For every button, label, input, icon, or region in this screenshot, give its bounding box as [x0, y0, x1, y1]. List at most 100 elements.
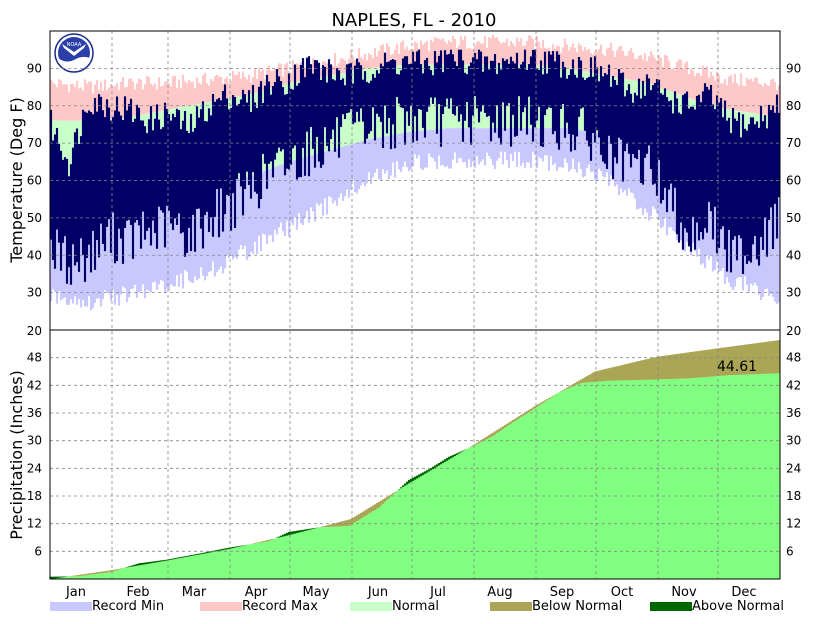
observed-temperature-bar: [278, 76, 280, 147]
legend-record-min-swatch: [50, 602, 92, 611]
above-normal-bar: [202, 553, 204, 554]
below-normal-bar: [390, 494, 392, 496]
record-max-bar: [750, 79, 752, 113]
observed-precipitation-bar: [116, 570, 118, 579]
observed-temperature-bar: [706, 87, 708, 233]
observed-precipitation-bar: [500, 431, 502, 579]
observed-temperature-bar: [178, 110, 180, 213]
observed-precipitation-bar: [550, 398, 552, 579]
precipitation-tick-left: 42: [27, 378, 42, 392]
above-normal-bar: [424, 471, 426, 473]
observed-temperature-bar: [122, 120, 124, 264]
record-min-bar: [478, 128, 480, 164]
observed-precipitation-bar: [326, 527, 328, 579]
above-normal-bar: [296, 531, 298, 533]
record-max-bar: [688, 74, 690, 98]
record-max-bar: [592, 55, 594, 73]
below-normal-bar: [498, 429, 500, 432]
observed-temperature-bar: [132, 122, 134, 259]
observed-precipitation-bar: [344, 526, 346, 579]
record-max-bar: [546, 49, 548, 67]
observed-precipitation-bar: [100, 573, 102, 579]
record-max-bar: [528, 35, 530, 64]
record-max-bar: [680, 60, 682, 96]
below-normal-bar: [256, 543, 258, 544]
observed-temperature-bar: [692, 107, 694, 217]
record-max-bar: [186, 83, 188, 106]
observed-temperature-bar: [554, 61, 556, 131]
below-normal-bar: [620, 365, 622, 380]
observed-precipitation-bar: [754, 374, 756, 579]
observed-precipitation-bar: [198, 555, 200, 579]
below-normal-bar: [564, 389, 566, 390]
record-max-bar: [68, 92, 70, 120]
observed-precipitation-bar: [284, 536, 286, 579]
above-normal-bar: [294, 531, 296, 534]
observed-precipitation-bar: [226, 549, 228, 579]
above-normal-bar: [416, 476, 418, 479]
temperature-tick-left: 20: [27, 324, 42, 338]
record-max-bar: [542, 40, 544, 66]
observed-temperature-bar: [604, 73, 606, 164]
precipitation-tick-right: 36: [786, 406, 801, 420]
observed-temperature-bar: [466, 74, 468, 102]
observed-precipitation-bar: [174, 559, 176, 579]
record-min-bar: [450, 128, 452, 168]
below-normal-bar: [354, 517, 356, 523]
observed-precipitation-bar: [416, 479, 418, 579]
below-normal-bar: [356, 515, 358, 521]
precipitation-tick-left: 12: [27, 517, 42, 531]
observed-temperature-bar: [94, 98, 96, 270]
observed-temperature-bar: [770, 110, 772, 207]
observed-precipitation-bar: [388, 498, 390, 579]
below-normal-bar: [94, 573, 96, 575]
observed-temperature-bar: [98, 94, 100, 257]
observed-temperature-bar: [454, 61, 456, 115]
record-max-bar: [234, 75, 236, 97]
record-min-bar: [646, 146, 648, 212]
below-normal-bar: [700, 351, 702, 378]
observed-precipitation-bar: [662, 379, 664, 579]
observed-precipitation-bar: [708, 377, 710, 579]
below-normal-bar: [660, 356, 662, 379]
month-label: May: [303, 585, 330, 600]
legend-below-normal-label: Below Normal: [532, 599, 622, 614]
observed-precipitation-bar: [618, 380, 620, 579]
record-max-bar: [174, 76, 176, 108]
below-normal-bar: [568, 386, 570, 388]
observed-precipitation-bar: [642, 380, 644, 579]
observed-precipitation-bar: [444, 462, 446, 579]
record-min-bar: [286, 163, 288, 221]
observed-precipitation-bar: [576, 385, 578, 579]
below-normal-bar: [394, 492, 396, 493]
record-min-bar: [550, 128, 552, 156]
observed-precipitation-bar: [164, 561, 166, 579]
record-min-bar: [598, 134, 600, 169]
observed-precipitation-bar: [454, 456, 456, 579]
record-min-bar: [468, 128, 470, 159]
observed-temperature-bar: [306, 58, 308, 132]
observed-precipitation-bar: [126, 567, 128, 579]
observed-temperature-bar: [120, 116, 122, 239]
below-normal-bar: [476, 443, 478, 444]
observed-precipitation-bar: [196, 555, 198, 579]
observed-temperature-bar: [578, 57, 580, 117]
observed-precipitation-bar: [234, 548, 236, 579]
observed-temperature-bar: [514, 63, 516, 136]
observed-temperature-bar: [700, 102, 702, 232]
observed-temperature-bar: [54, 134, 56, 268]
observed-precipitation-bar: [118, 570, 120, 579]
observed-temperature-bar: [242, 90, 244, 216]
month-label: Sep: [550, 585, 575, 600]
below-normal-bar: [682, 353, 684, 378]
record-max-bar: [682, 69, 684, 96]
observed-precipitation-bar: [220, 551, 222, 579]
below-normal-bar: [642, 360, 644, 380]
observed-precipitation-bar: [646, 380, 648, 579]
observed-temperature-bar: [688, 108, 690, 246]
below-normal-bar: [512, 420, 514, 422]
month-label: Aug: [487, 585, 512, 600]
observed-precipitation-bar: [346, 526, 348, 579]
observed-precipitation-bar: [470, 447, 472, 579]
above-normal-bar: [198, 554, 200, 555]
